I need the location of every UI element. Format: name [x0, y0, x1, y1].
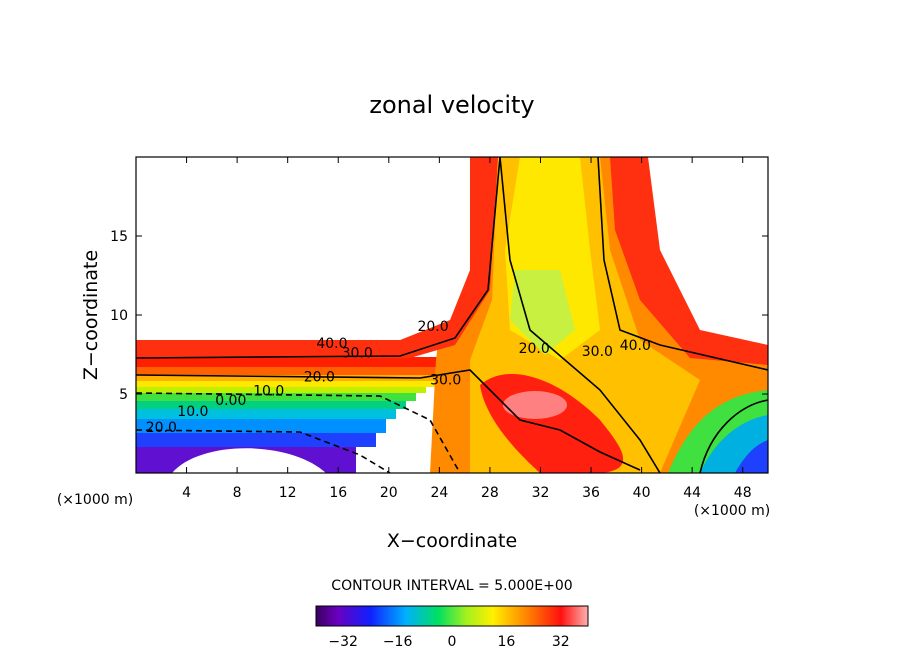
x-tick-label: 8 — [233, 485, 242, 501]
colorbar-tick-label: −16 — [383, 634, 413, 650]
contour-line — [136, 392, 461, 473]
y-axis-label: Z−coordinate — [80, 250, 102, 380]
y-tick-label: 15 — [110, 229, 128, 245]
band-blue — [136, 433, 376, 447]
x-tick-label: 4 — [182, 485, 191, 501]
x-tick-label: 48 — [734, 485, 752, 501]
y-unit-label: (×1000 m) — [57, 492, 133, 508]
contour-labels: 40.030.020.010.00.0010.020.020.030.020.0… — [146, 319, 651, 436]
x-tick-label: 24 — [430, 485, 448, 501]
band-cyan — [136, 409, 396, 419]
y-tick-label: 10 — [110, 308, 128, 324]
contour-line — [136, 369, 641, 471]
contour-interval-text: CONTOUR INTERVAL = 5.000E+00 — [331, 578, 572, 594]
contour-line — [136, 429, 391, 473]
jet-core-max — [503, 391, 567, 419]
contour-label: 20.0 — [304, 369, 335, 385]
band-yellow — [136, 381, 436, 387]
contour-line — [499, 157, 661, 473]
masked-upper-left — [136, 157, 470, 340]
contour-label: 30.0 — [582, 344, 613, 360]
contour-label: 0.00 — [215, 393, 246, 409]
contour-lines — [136, 157, 768, 473]
x-tick-label: 44 — [683, 485, 701, 501]
right-blue — [735, 440, 768, 473]
x-tick-label: 40 — [633, 485, 651, 501]
x-unit-label: (×1000 m) — [694, 503, 770, 519]
chart-title: zonal velocity — [369, 91, 534, 119]
x-tick-label: 32 — [532, 485, 550, 501]
band-green — [136, 393, 416, 401]
x-axis-label: X−coordinate — [387, 530, 517, 552]
colorbar — [315, 605, 589, 627]
contour-label: 20.0 — [519, 341, 550, 357]
contour-label: 40.0 — [620, 338, 651, 354]
contour-label: 30.0 — [342, 346, 373, 362]
colorbar-tick-label: 16 — [497, 634, 515, 650]
colorbar-ticks: −32 −16 0 16 32 — [328, 634, 569, 650]
contour-label: 20.0 — [417, 319, 448, 335]
colorbar-tick-label: 0 — [448, 634, 457, 650]
band-amber — [136, 375, 446, 381]
contour-line — [699, 399, 768, 473]
colorbar-tick-label: −32 — [328, 634, 358, 650]
band-lightblue — [136, 419, 386, 433]
contour-label: 30.0 — [430, 373, 461, 389]
x-tick-label: 16 — [329, 485, 347, 501]
band-orange — [136, 367, 466, 375]
x-tick-label: 20 — [380, 485, 398, 501]
contour-label: 10.0 — [177, 404, 208, 420]
contour-label: 20.0 — [146, 420, 177, 436]
region-lime — [510, 270, 575, 355]
x-axis: 4 8 12 16 20 24 28 32 36 40 44 48 — [182, 157, 752, 501]
x-tick-label: 28 — [481, 485, 499, 501]
masked-bump — [172, 448, 326, 473]
contour-field — [136, 157, 768, 473]
x-tick-label: 36 — [582, 485, 600, 501]
band-teal — [136, 401, 406, 409]
x-tick-label: 12 — [279, 485, 297, 501]
band-red — [136, 357, 496, 367]
y-axis: 5 10 15 — [110, 229, 768, 403]
colorbar-tick-label: 32 — [552, 634, 570, 650]
y-tick-label: 5 — [119, 387, 128, 403]
contour-label: 10.0 — [253, 384, 284, 400]
band-lime — [136, 387, 426, 393]
contour-line — [136, 157, 501, 359]
contour-line — [597, 157, 768, 371]
jet-right — [610, 157, 768, 365]
contour-label: 40.0 — [316, 336, 347, 352]
